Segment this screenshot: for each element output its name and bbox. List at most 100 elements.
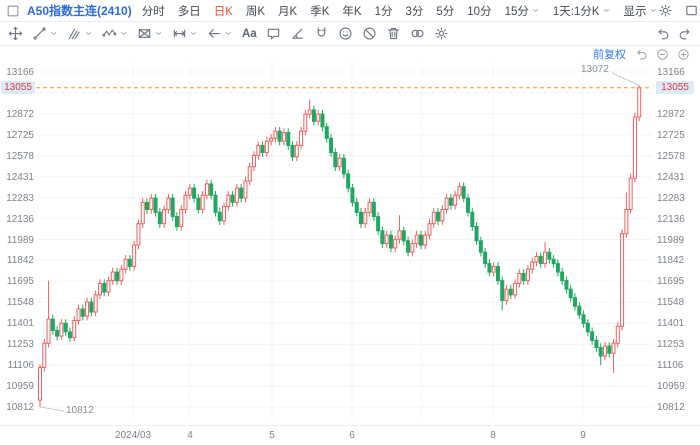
comment-icon[interactable] — [266, 26, 281, 41]
period-显示[interactable]: 显示 — [624, 3, 658, 19]
candle — [457, 182, 462, 200]
candle — [55, 326, 60, 341]
settings-gear-icon[interactable] — [658, 3, 673, 18]
candle — [72, 316, 77, 342]
zoom-out-icon[interactable] — [656, 48, 669, 61]
chart-header: 前复权 — [0, 46, 700, 62]
candle — [547, 247, 552, 264]
chevron-down-icon — [154, 29, 163, 38]
drawings-settings-icon[interactable] — [434, 26, 449, 41]
drawings-settings-tool[interactable] — [434, 26, 449, 41]
period-日K[interactable]: 日K — [213, 5, 233, 18]
candle — [89, 297, 94, 317]
horizontal-measure-tool[interactable] — [172, 26, 198, 41]
arrow-mark-icon[interactable] — [207, 26, 222, 41]
y-tick-label: 10812 — [657, 402, 685, 413]
candle — [461, 182, 466, 203]
crosshair-move-tool[interactable] — [8, 26, 23, 41]
compare-rings-icon[interactable] — [410, 26, 425, 41]
candle — [303, 109, 308, 136]
y-tick-label: 12578 — [657, 151, 685, 162]
period-多日[interactable]: 多日 — [177, 5, 201, 18]
reset-zoom-icon[interactable] — [635, 48, 648, 61]
chevron-down-icon — [49, 29, 58, 38]
zoom-in-icon[interactable] — [677, 48, 690, 61]
emoji-icon[interactable] — [338, 26, 353, 41]
hide-drawings-tool[interactable] — [362, 26, 377, 41]
magnet-tool[interactable] — [314, 26, 329, 41]
comment-tool[interactable] — [266, 26, 281, 41]
y-tick-label: 11253 — [657, 339, 685, 350]
candle — [418, 230, 423, 250]
trend-line-icon[interactable] — [32, 26, 47, 41]
candles — [38, 85, 642, 407]
period-周K[interactable]: 周K — [245, 5, 266, 18]
candle — [136, 219, 141, 250]
candle — [376, 212, 381, 236]
pitchfork-tool[interactable] — [67, 26, 93, 41]
text-tool-tool[interactable]: Aa — [242, 28, 257, 40]
magnet-icon[interactable] — [314, 26, 329, 41]
gann-box-tool[interactable] — [137, 26, 163, 41]
candle — [620, 229, 625, 331]
arrow-mark-tool[interactable] — [207, 26, 233, 41]
candle — [286, 128, 291, 150]
crosshair-move-icon[interactable] — [8, 26, 23, 41]
redo-icon[interactable] — [678, 27, 692, 41]
period-15分[interactable]: 15分 — [505, 3, 540, 19]
trend-line-tool[interactable] — [32, 26, 58, 41]
wave-icon[interactable] — [102, 26, 117, 41]
candle — [174, 212, 179, 231]
emoji-tool[interactable] — [338, 26, 353, 41]
candle — [183, 191, 188, 214]
adjust-mode-label[interactable]: 前复权 — [593, 49, 626, 61]
trash-tool[interactable] — [386, 26, 401, 41]
undo-icon[interactable] — [656, 27, 670, 41]
trash-icon[interactable] — [386, 26, 401, 41]
candle — [495, 262, 500, 285]
candle — [204, 179, 209, 200]
window-icon[interactable] — [6, 4, 20, 18]
candle — [637, 85, 642, 122]
candle — [46, 280, 51, 348]
period-1分[interactable]: 1分 — [374, 5, 393, 18]
gann-box-icon[interactable] — [137, 26, 152, 41]
angle-icon[interactable] — [290, 26, 305, 41]
candle — [346, 169, 351, 193]
candle — [525, 265, 530, 285]
drawing-toolbar: Aa — [0, 22, 700, 46]
period-10分[interactable]: 10分 — [467, 5, 492, 18]
y-tick-label: 11401 — [657, 318, 685, 329]
layout-select-icon[interactable] — [684, 3, 699, 18]
period-分时[interactable]: 分时 — [141, 5, 165, 18]
wave-tool[interactable] — [102, 26, 128, 41]
period-季K[interactable]: 季K — [310, 5, 330, 18]
angle-tool[interactable] — [290, 26, 305, 41]
horizontal-measure-icon[interactable] — [172, 26, 187, 41]
period-3分[interactable]: 3分 — [405, 5, 424, 18]
period-5分[interactable]: 5分 — [436, 5, 455, 18]
candle — [290, 141, 295, 162]
period-年K[interactable]: 年K — [342, 5, 362, 18]
candle — [320, 109, 325, 132]
candle — [397, 215, 402, 244]
period-1天:1分K[interactable]: 1天:1分K — [553, 3, 611, 19]
candle — [367, 198, 372, 217]
y-tick-label: 11401 — [6, 318, 34, 329]
period-月K[interactable]: 月K — [278, 5, 298, 18]
candle — [217, 208, 222, 226]
candle — [470, 208, 475, 231]
candle — [243, 176, 248, 203]
candle — [573, 293, 577, 311]
candle — [50, 314, 55, 335]
candle — [359, 208, 363, 228]
y-tick-label: 11548 — [6, 297, 34, 308]
pitchfork-icon[interactable] — [67, 26, 82, 41]
compare-rings-tool[interactable] — [410, 26, 425, 41]
candlestick-plot[interactable] — [36, 62, 652, 425]
hide-drawings-icon[interactable] — [362, 26, 377, 41]
symbol-title[interactable]: A50指数主连(2410) — [27, 4, 132, 18]
history-buttons — [656, 22, 692, 46]
y-tick-label: 12431 — [6, 172, 34, 183]
drawing-tools: Aa — [8, 26, 449, 41]
